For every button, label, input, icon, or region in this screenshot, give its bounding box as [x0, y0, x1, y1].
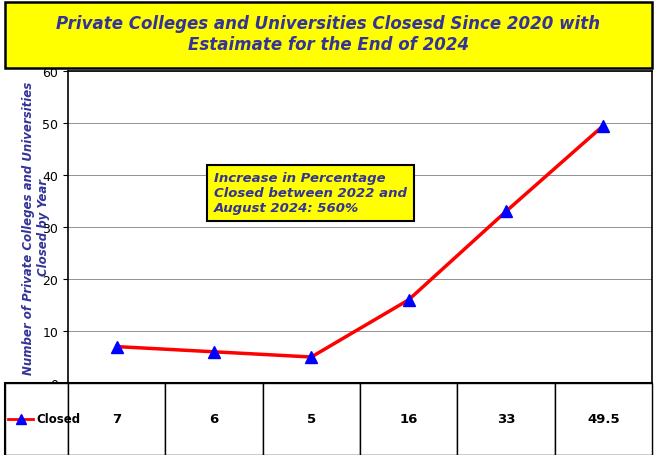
Text: 7: 7 [112, 413, 121, 425]
FancyBboxPatch shape [458, 383, 555, 455]
FancyBboxPatch shape [555, 383, 652, 455]
Text: 33: 33 [497, 413, 515, 425]
Text: 6: 6 [209, 413, 218, 425]
FancyBboxPatch shape [5, 383, 68, 455]
Text: Increase in Percentage
Closed between 2022 and
August 2024: 560%: Increase in Percentage Closed between 20… [214, 172, 407, 215]
Text: Closed: Closed [37, 413, 81, 425]
Text: Private Colleges and Universities Closesd Since 2020 with
Estaimate for the End : Private Colleges and Universities Closes… [57, 15, 601, 54]
Text: Number of Private Colleges and Universities
Closed by Year: Number of Private Colleges and Universit… [23, 81, 51, 374]
FancyBboxPatch shape [262, 383, 360, 455]
FancyBboxPatch shape [5, 383, 652, 455]
FancyBboxPatch shape [5, 3, 652, 69]
FancyBboxPatch shape [360, 383, 458, 455]
FancyBboxPatch shape [68, 383, 165, 455]
Text: 16: 16 [400, 413, 418, 425]
FancyBboxPatch shape [165, 383, 262, 455]
Text: 5: 5 [307, 413, 316, 425]
Text: 49.5: 49.5 [587, 413, 619, 425]
